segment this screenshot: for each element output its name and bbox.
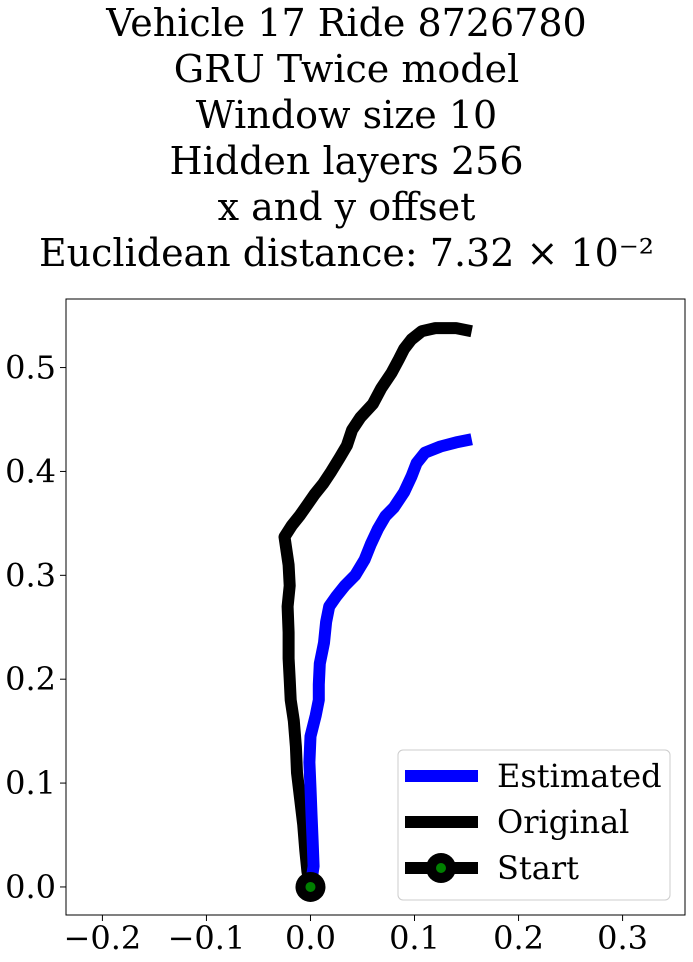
title-line-1: Vehicle 17 Ride 8726780 (105, 1, 586, 45)
title-line-3: Window size 10 (196, 93, 497, 137)
legend-label-original: Original (497, 803, 629, 841)
x-tick-label: −0.2 (64, 919, 142, 957)
legend-label-start: Start (497, 849, 579, 887)
y-tick-label: 0.4 (5, 452, 56, 490)
y-tick-label: 0.3 (5, 556, 56, 594)
series-line-original (278, 322, 473, 889)
x-tick-label: 0.0 (285, 919, 336, 957)
x-tick-label: −0.1 (168, 919, 246, 957)
title-line-5: x and y offset (218, 185, 476, 229)
y-axis: 0.0 0.1 0.2 0.3 0.4 0.5 (5, 349, 66, 906)
title-line-4: Hidden layers 256 (169, 139, 523, 183)
y-tick-label: 0.1 (5, 764, 56, 802)
legend: Estimated Original Start (397, 749, 671, 901)
plot-area (278, 322, 473, 902)
x-axis: −0.2 −0.1 0.0 0.1 0.2 0.3 (64, 915, 648, 957)
title-line-6: Euclidean distance: 7.32 × 10⁻² (39, 231, 654, 275)
title-line-2: GRU Twice model (174, 47, 519, 91)
series-line-estimated (303, 433, 473, 888)
start-marker-inner (305, 881, 316, 892)
x-tick-label: 0.2 (493, 919, 544, 957)
y-tick-label: 0.5 (5, 349, 56, 387)
x-tick-label: 0.1 (389, 919, 440, 957)
y-tick-label: 0.2 (5, 660, 56, 698)
axes-frame (65, 298, 686, 916)
y-tick-label: 0.0 (5, 868, 56, 906)
x-tick-label: 0.3 (597, 919, 648, 957)
legend-start-marker-inner (436, 863, 446, 873)
legend-label-estimated: Estimated (497, 757, 662, 795)
